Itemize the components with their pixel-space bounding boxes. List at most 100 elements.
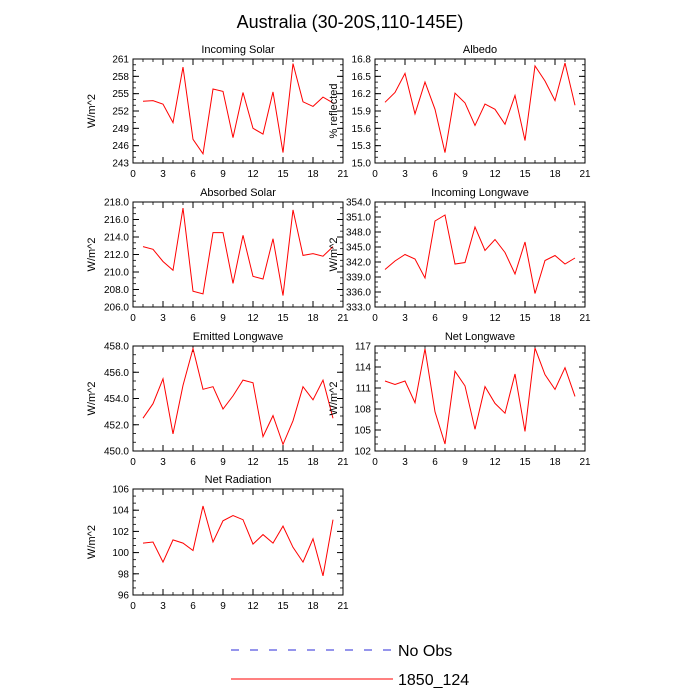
chart-title-net-longwave: Net Longwave (445, 331, 515, 343)
plot-frame-incoming-solar (132, 58, 344, 164)
y-tick-label: 345.0 (346, 243, 371, 254)
x-tick-label: 0 (130, 169, 136, 180)
x-tick-label: 18 (307, 169, 319, 180)
chart-title-incoming-solar: Incoming Solar (201, 44, 275, 56)
y-tick-label: 333.0 (346, 303, 371, 314)
y-tick-label: 255 (112, 89, 129, 100)
y-tick-label: 452.0 (104, 420, 129, 431)
x-tick-label: 9 (220, 601, 226, 612)
y-tick-label: 105 (354, 426, 371, 437)
x-tick-label: 18 (549, 169, 561, 180)
figure-title: Australia (30-20S,110-145E) (237, 12, 464, 32)
plot-frame-absorbed-solar (132, 201, 344, 308)
x-tick-label: 3 (160, 601, 166, 612)
y-tick-label: 243 (112, 159, 129, 170)
x-tick-label: 6 (190, 457, 196, 468)
chart-title-emitted-longwave: Emitted Longwave (193, 331, 284, 343)
y-tick-label: 102 (354, 447, 371, 458)
x-tick-label: 3 (402, 169, 408, 180)
x-tick-label: 12 (247, 601, 259, 612)
y-tick-label: 258 (112, 72, 129, 83)
y-tick-label: 15.3 (352, 141, 372, 152)
x-tick-label: 3 (160, 169, 166, 180)
y-tick-label: 100 (112, 548, 129, 559)
x-tick-label: 9 (462, 313, 468, 324)
y-tick-label: 15.6 (352, 124, 372, 135)
x-tick-label: 15 (519, 313, 531, 324)
y-tick-label: 98 (118, 569, 130, 580)
y-tick-label: 16.2 (352, 89, 372, 100)
x-tick-label: 0 (372, 457, 378, 468)
y-axis-label-emitted-longwave: W/m^2 (86, 382, 98, 416)
x-tick-label: 18 (549, 457, 561, 468)
y-tick-label: 354.0 (346, 198, 371, 209)
x-tick-label: 12 (247, 457, 259, 468)
y-tick-label: 348.0 (346, 228, 371, 239)
series-line-1850-124 (384, 347, 576, 445)
y-tick-label: 16.8 (352, 55, 372, 66)
chart-title-albedo: Albedo (463, 44, 497, 56)
y-tick-label: 456.0 (104, 368, 129, 379)
x-tick-label: 6 (432, 313, 438, 324)
x-tick-label: 12 (247, 313, 259, 324)
x-tick-label: 6 (190, 313, 196, 324)
plot-frame-net-longwave (374, 345, 586, 452)
series-line-1850-124 (142, 505, 334, 577)
x-tick-label: 18 (307, 457, 319, 468)
x-tick-label: 21 (337, 457, 349, 468)
y-axis-label-absorbed-solar: W/m^2 (86, 238, 98, 272)
x-tick-label: 0 (372, 313, 378, 324)
x-tick-label: 12 (247, 169, 259, 180)
y-tick-label: 206.0 (104, 303, 129, 314)
series-line-1850-124 (142, 208, 334, 296)
x-tick-label: 6 (190, 601, 196, 612)
plot-frame-incoming-longwave (374, 201, 586, 308)
y-tick-label: 450.0 (104, 447, 129, 458)
y-tick-label: 214.0 (104, 233, 129, 244)
chart-incoming-solar: Incoming Solar W/m^2 0 3 6 9 12 15 18 21 243 246 249… (86, 44, 349, 180)
y-axis-label-incoming-solar: W/m^2 (86, 94, 98, 128)
x-tick-label: 0 (130, 601, 136, 612)
x-tick-label: 15 (519, 457, 531, 468)
chart-absorbed-solar: Absorbed Solar W/m^2 0 3 6 9 12 15 18 21 206.0 208.… (86, 187, 349, 324)
x-tick-label: 12 (489, 169, 501, 180)
y-tick-label: 15.0 (352, 159, 372, 170)
y-tick-label: 106 (112, 485, 129, 496)
x-tick-label: 15 (277, 601, 289, 612)
x-tick-label: 21 (579, 313, 591, 324)
x-tick-label: 0 (130, 313, 136, 324)
y-tick-label: 212.0 (104, 250, 129, 261)
x-tick-label: 9 (220, 313, 226, 324)
y-tick-label: 15.9 (352, 107, 372, 118)
x-tick-label: 0 (130, 457, 136, 468)
x-tick-label: 21 (337, 169, 349, 180)
y-tick-label: 246 (112, 141, 129, 152)
y-tick-label: 454.0 (104, 394, 129, 405)
y-tick-label: 261 (112, 55, 129, 66)
x-tick-label: 18 (549, 313, 561, 324)
x-tick-label: 18 (307, 313, 319, 324)
legend-label: No Obs (398, 643, 452, 660)
y-tick-label: 104 (112, 506, 129, 517)
x-tick-label: 9 (462, 169, 468, 180)
x-tick-label: 15 (519, 169, 531, 180)
y-tick-label: 117 (355, 342, 371, 353)
x-tick-label: 3 (160, 313, 166, 324)
x-tick-label: 6 (190, 169, 196, 180)
x-tick-label: 15 (277, 457, 289, 468)
x-tick-label: 9 (220, 457, 226, 468)
plot-frame-albedo (374, 58, 586, 164)
x-tick-label: 18 (307, 601, 319, 612)
legend-entry-1850-124: 1850_124 (231, 672, 469, 689)
chart-net-longwave: Net Longwave W/m^2 0 3 6 9 12 15 18 21 102 105 108 11… (328, 331, 591, 468)
y-axis-label-albedo: % reflected (328, 83, 340, 138)
x-tick-label: 3 (160, 457, 166, 468)
y-tick-label: 96 (118, 591, 130, 602)
chart-net-radiation: Net Radiation W/m^2 0 3 6 9 12 15 18 21 96 98 100 102… (86, 474, 349, 612)
chart-emitted-longwave: Emitted Longwave W/m^2 0 3 6 9 12 15 18 21 450.0 45… (86, 331, 349, 468)
y-tick-label: 208.0 (104, 285, 129, 296)
legend: No Obs 1850_124 (231, 643, 469, 689)
